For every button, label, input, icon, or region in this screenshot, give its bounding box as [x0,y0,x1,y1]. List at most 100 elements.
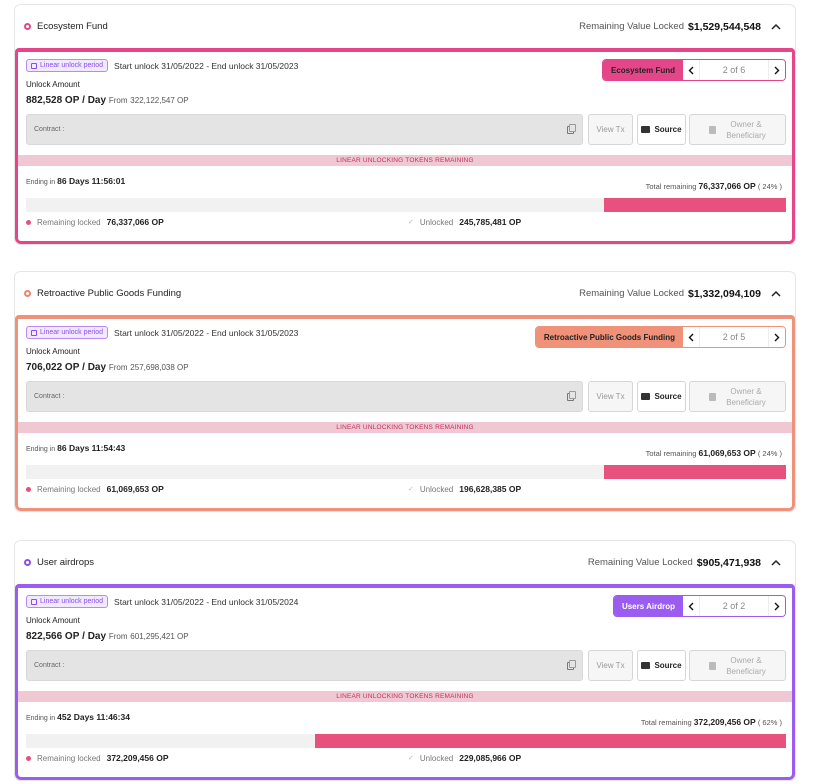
remaining-locked-fill [603,198,786,212]
owner-label: Owner & Beneficiary [726,655,766,677]
unlock-amount-row: 882,528 OP / Day From 322,122,547 OP [26,95,189,106]
from-label: From [108,363,128,372]
switcher-name: Ecosystem Fund [602,60,683,80]
total-remaining-row: Total remaining 61,069,653 OP ( 24% ) [646,448,782,458]
card-header-right: Remaining Value Locked $1,529,544,548 [579,20,783,34]
total-remaining-value: 61,069,653 OP [698,448,756,458]
owner-line2: Beneficiary [726,130,766,140]
copy-icon[interactable] [567,391,576,401]
total-remaining-row: Total remaining 76,337,066 OP ( 24% ) [646,181,782,191]
remaining-value: $905,471,938 [696,556,761,569]
legend-unlocked: ✓ Unlocked 196,628,385 OP [408,484,521,494]
total-remaining-pct: ( 62% ) [757,718,782,727]
view-tx-button[interactable]: View Tx [588,114,633,145]
card-header[interactable]: Retroactive Public Goods Funding Remaini… [15,271,795,315]
owner-line1: Owner & [730,655,762,665]
ending-value: 86 Days 11:56:01 [57,176,126,186]
total-remaining-label: Total remaining [645,449,697,458]
linear-unlocking-banner: LINEAR UNLOCKING TOKENS REMAINING [18,155,792,166]
ending-row: Ending in 452 Days 11:46:34 [26,712,130,722]
prev-button[interactable] [683,596,699,616]
unlock-amount-row: 706,022 OP / Day From 257,698,038 OP [26,362,189,373]
fund-switcher: Retroactive Public Goods Funding 2 of 5 [534,326,786,348]
prev-button[interactable] [683,60,699,80]
copy-icon[interactable] [567,660,576,670]
check-icon: ✓ [408,755,414,762]
source-button[interactable]: Source [637,381,686,412]
card-body: Linear unlock period Start unlock 31/05/… [15,584,795,780]
remaining-locked-value: 372,209,456 OP [106,753,169,763]
id-card-icon [709,125,717,134]
check-icon: ✓ [408,486,414,493]
next-button[interactable] [769,596,785,616]
switcher-count: 2 of 5 [699,327,769,347]
total-remaining-pct: ( 24% ) [757,182,782,191]
card-header-left: User airdrops [24,557,94,568]
folder-icon [641,126,651,133]
source-button[interactable]: Source [637,114,686,145]
unlocked-value: 196,628,385 OP [459,484,522,494]
next-button[interactable] [769,60,785,80]
unlock-amount-label: Unlock Amount [26,80,80,89]
contract-label: Contract : [34,393,65,400]
total-remaining-pct: ( 24% ) [757,449,782,458]
from-label: From [108,96,128,105]
card-header[interactable]: Ecosystem Fund Remaining Value Locked $1… [15,4,795,48]
contract-field[interactable]: Contract : [26,114,583,145]
view-tx-button[interactable]: View Tx [588,650,633,681]
chevron-up-icon[interactable] [769,287,783,301]
next-button[interactable] [769,327,785,347]
folder-icon [641,393,651,400]
per-day: / Day [82,95,107,106]
unlock-amount: 706,022 OP [26,362,80,373]
unlock-period: Start unlock 31/05/2022 - End unlock 31/… [114,596,299,607]
legend-unlocked: ✓ Unlocked 245,785,481 OP [408,217,521,227]
card-body: Linear unlock period Start unlock 31/05/… [15,48,795,244]
period-row: Linear unlock period Start unlock 31/05/… [26,59,298,72]
from-label: From [108,632,128,641]
card-header-right: Remaining Value Locked $905,471,938 [588,556,783,570]
remaining-dot-icon [26,755,31,761]
remaining-locked-label: Remaining locked [37,217,101,227]
unlock-amount: 822,566 OP [26,631,80,642]
unlock-progress-bar [26,465,786,479]
remaining-value-label: Remaining Value Locked [579,288,684,299]
period-row: Linear unlock period Start unlock 31/05/… [26,595,298,608]
unlock-amount-label: Unlock Amount [26,347,80,356]
source-button[interactable]: Source [637,650,686,681]
owner-line1: Owner & [730,119,762,129]
legend-unlocked: ✓ Unlocked 229,085,966 OP [408,753,521,763]
ending-value: 452 Days 11:46:34 [57,712,130,722]
period-row: Linear unlock period Start unlock 31/05/… [26,326,298,339]
total-remaining-value: 372,209,456 OP [693,717,756,727]
remaining-dot-icon [26,219,31,225]
owner-beneficiary-button[interactable]: Owner & Beneficiary [689,650,786,681]
legend-remaining-locked: Remaining locked 76,337,066 OP [26,217,164,227]
owner-beneficiary-button[interactable]: Owner & Beneficiary [689,381,786,412]
remaining-value: $1,332,094,109 [688,287,761,300]
contract-field[interactable]: Contract : [26,381,583,412]
remaining-locked-label: Remaining locked [37,484,101,494]
linear-unlocking-banner: LINEAR UNLOCKING TOKENS REMAINING [18,422,792,433]
fund-switcher: Users Airdrop 2 of 2 [612,595,786,617]
chevron-up-icon[interactable] [769,556,783,570]
contract-field[interactable]: Contract : [26,650,583,681]
unlock-amount: 882,528 OP [26,95,80,106]
owner-beneficiary-button[interactable]: Owner & Beneficiary [689,114,786,145]
view-tx-button[interactable]: View Tx [588,381,633,412]
chevron-up-icon[interactable] [769,20,783,34]
switcher-name: Retroactive Public Goods Funding [535,327,683,347]
card-body: Linear unlock period Start unlock 31/05/… [15,315,795,511]
total-remaining-label: Total remaining [640,718,692,727]
per-day: / Day [82,362,107,373]
copy-icon[interactable] [567,124,576,134]
unlock-period: Start unlock 31/05/2022 - End unlock 31/… [114,60,299,71]
unlock-period: Start unlock 31/05/2022 - End unlock 31/… [114,327,299,338]
card-title: User airdrops [37,557,95,568]
total-remaining-row: Total remaining 372,209,456 OP ( 62% ) [641,717,782,727]
card-header[interactable]: User airdrops Remaining Value Locked $90… [15,540,795,584]
total-remaining-label: Total remaining [645,182,697,191]
total-remaining-value: 76,337,066 OP [698,181,756,191]
linear-unlocking-banner: LINEAR UNLOCKING TOKENS REMAINING [18,691,792,702]
prev-button[interactable] [683,327,699,347]
